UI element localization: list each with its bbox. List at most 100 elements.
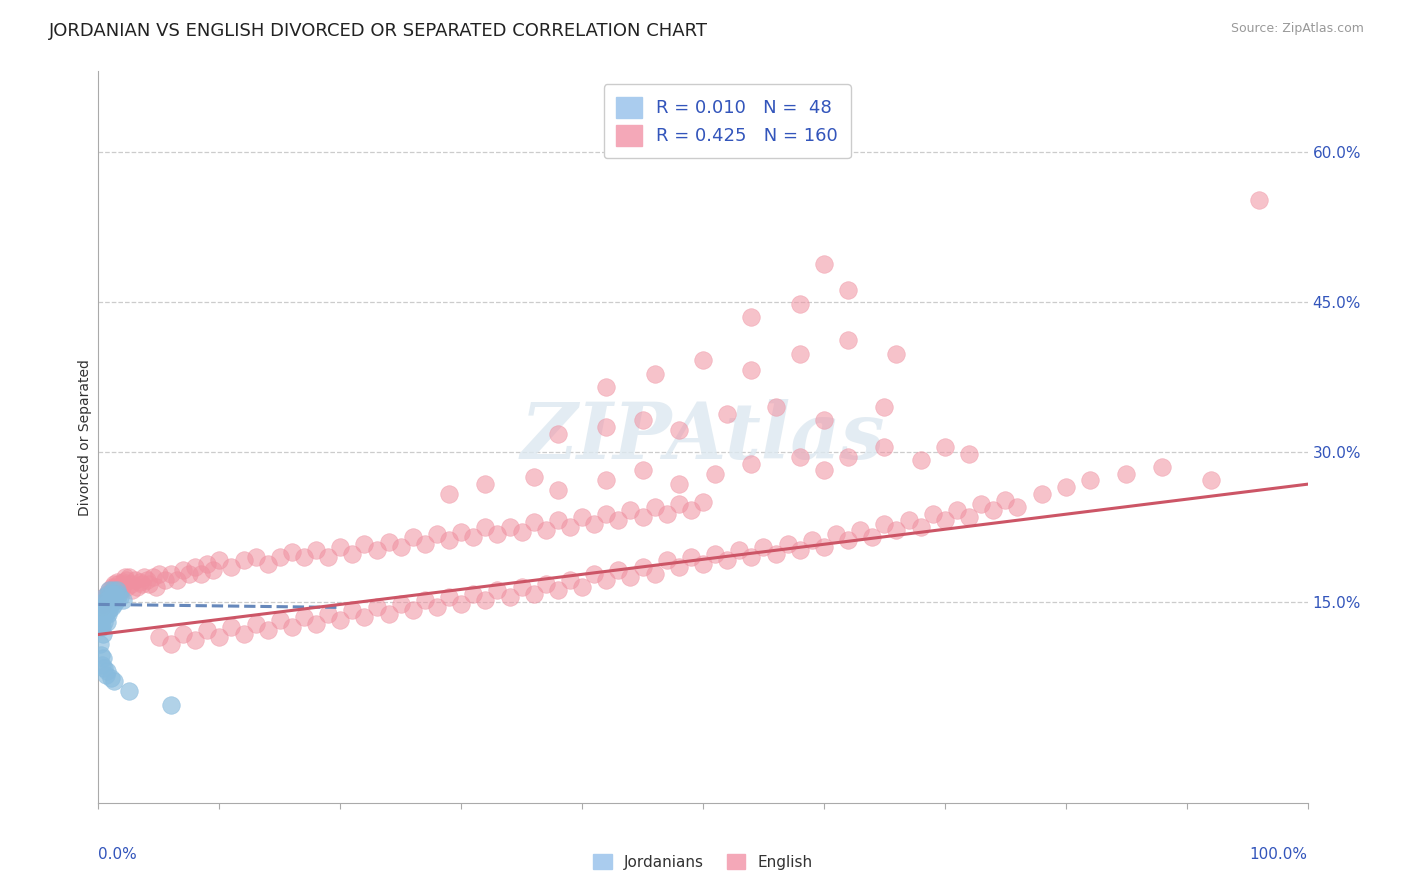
Point: [103, 598, 125, 612]
Point: [100, 671, 122, 685]
Point: [90, 606, 112, 620]
Point: [413, 537, 436, 551]
Point: [98, 603, 121, 617]
Point: [740, 457, 762, 471]
Point: [94, 607, 117, 622]
Point: [583, 567, 606, 582]
Point: [153, 574, 176, 588]
Point: [148, 567, 170, 582]
Point: [117, 580, 139, 594]
Point: [97, 587, 120, 601]
Point: [498, 520, 520, 534]
Point: [789, 543, 811, 558]
Point: [523, 515, 546, 529]
Point: [124, 574, 146, 588]
Point: [107, 577, 129, 591]
Point: [728, 543, 751, 558]
Point: [342, 547, 364, 561]
Point: [91, 607, 114, 622]
Point: [93, 660, 115, 674]
Point: [534, 577, 557, 591]
Point: [105, 593, 128, 607]
Point: [740, 550, 762, 565]
Point: [765, 547, 787, 561]
Point: [131, 577, 153, 591]
Point: [873, 400, 896, 414]
Point: [886, 347, 908, 361]
Point: [100, 587, 122, 601]
Point: [100, 591, 122, 605]
Point: [704, 467, 727, 482]
Point: [292, 610, 315, 624]
Point: [558, 574, 581, 588]
Point: [547, 513, 569, 527]
Point: [94, 598, 117, 612]
Point: [437, 591, 460, 605]
Point: [655, 553, 678, 567]
Point: [1152, 460, 1174, 475]
Point: [474, 593, 496, 607]
Point: [897, 513, 920, 527]
Point: [190, 567, 212, 582]
Point: [93, 591, 115, 605]
Point: [595, 380, 617, 394]
Point: [523, 470, 546, 484]
Point: [679, 503, 702, 517]
Point: [97, 598, 120, 612]
Point: [1249, 193, 1271, 207]
Point: [547, 427, 569, 442]
Point: [957, 510, 980, 524]
Point: [970, 497, 993, 511]
Point: [329, 614, 352, 628]
Text: Source: ZipAtlas.com: Source: ZipAtlas.com: [1230, 22, 1364, 36]
Point: [534, 523, 557, 537]
Point: [93, 591, 115, 605]
Point: [281, 620, 304, 634]
Point: [837, 333, 859, 347]
Point: [97, 607, 120, 622]
Point: [619, 503, 641, 517]
Point: [837, 533, 859, 548]
Point: [91, 657, 114, 672]
Point: [981, 503, 1004, 517]
Point: [134, 570, 156, 584]
Point: [402, 530, 425, 544]
Point: [316, 607, 339, 622]
Point: [946, 503, 969, 517]
Text: JORDANIAN VS ENGLISH DIVORCED OR SEPARATED CORRELATION CHART: JORDANIAN VS ENGLISH DIVORCED OR SEPARAT…: [49, 22, 709, 40]
Point: [668, 477, 690, 491]
Point: [103, 577, 125, 591]
Point: [94, 593, 117, 607]
Point: [510, 525, 533, 540]
Point: [108, 580, 131, 594]
Point: [849, 523, 872, 537]
Point: [437, 533, 460, 548]
Point: [498, 591, 520, 605]
Point: [873, 440, 896, 454]
Point: [595, 420, 617, 434]
Point: [752, 541, 775, 555]
Point: [103, 673, 125, 688]
Point: [571, 580, 593, 594]
Point: [93, 615, 115, 630]
Point: [127, 580, 149, 594]
Point: [825, 527, 848, 541]
Point: [98, 593, 121, 607]
Point: [957, 447, 980, 461]
Point: [631, 463, 654, 477]
Point: [221, 620, 243, 634]
Point: [644, 367, 666, 381]
Point: [450, 598, 472, 612]
Point: [631, 510, 654, 524]
Point: [716, 553, 738, 567]
Y-axis label: Divorced or Separated: Divorced or Separated: [77, 359, 91, 516]
Point: [100, 600, 122, 615]
Point: [486, 527, 509, 541]
Point: [437, 487, 460, 501]
Point: [93, 603, 115, 617]
Point: [607, 513, 630, 527]
Text: ZIPAtlas: ZIPAtlas: [520, 399, 886, 475]
Point: [89, 638, 111, 652]
Point: [1054, 480, 1077, 494]
Point: [813, 257, 835, 271]
